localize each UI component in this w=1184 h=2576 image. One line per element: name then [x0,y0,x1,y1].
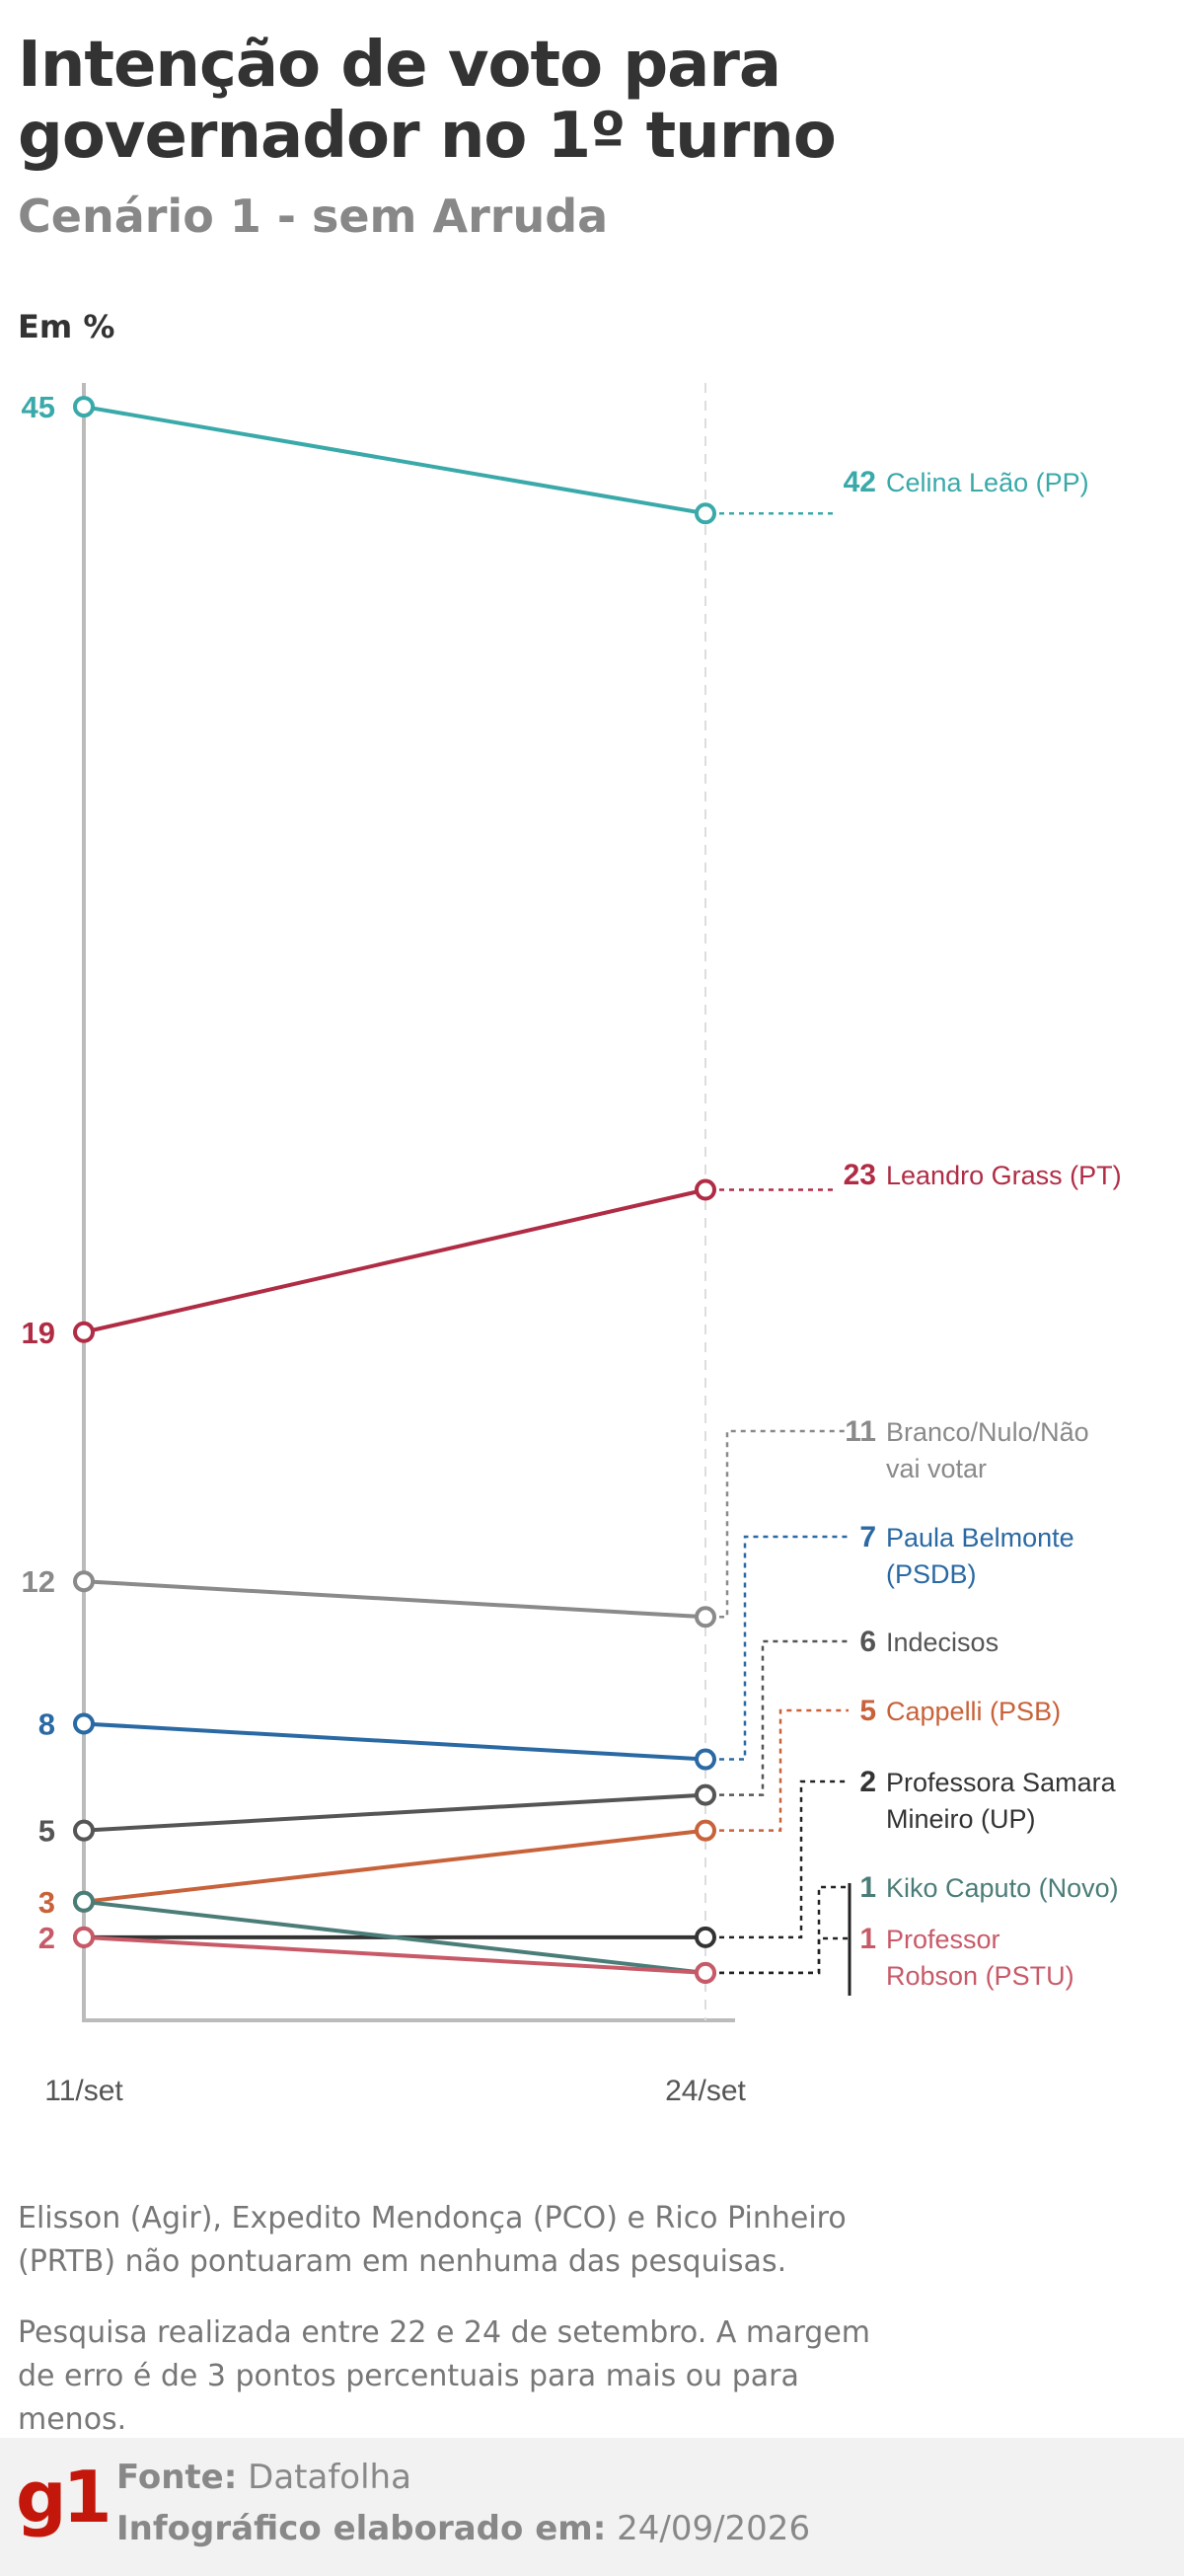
point-branco-nulo-nao-vai-votar-1 [695,1606,716,1629]
connector-indecisos [719,1639,849,1796]
point-professor-robson-pstu-1 [695,1961,716,1984]
end-value-professor-robson-pstu: 1 [859,1923,876,1955]
series-line-kiko-caputo-novo [83,1899,706,1975]
x-tick-label: 11/set [44,2075,123,2107]
start-value-celina-leao-pp: 45 [22,390,55,424]
footer: g1 Fonte: Datafolha Infográfico elaborad… [0,2438,1184,2576]
series-label-professor-robson-pstu: Robson (PSTU) [886,1961,1074,1991]
end-value-celina-leao-pp: 42 [844,466,876,498]
end-value-cappelli-psb: 5 [859,1695,876,1727]
series-line-paula-belmonte-psdb [83,1721,706,1762]
source-line: Fonte: Datafolha [116,2458,411,2497]
point-branco-nulo-nao-vai-votar-0 [73,1570,95,1593]
point-indecisos-0 [73,1819,95,1842]
point-professor-robson-pstu-0 [73,1926,95,1948]
series-label-professora-samara-mineiro-up: Professora Samara [886,1768,1117,1797]
series-line-cappelli-psb [83,1828,706,1904]
date-value: 24/09/2026 [617,2509,811,2548]
connector-cappelli-psb [719,1708,849,1832]
source-value: Datafolha [248,2458,411,2497]
page-subtitle: Cenário 1 - sem Arruda [18,189,609,243]
page-title: Intenção de voto para governador no 1º t… [18,29,837,173]
point-leandro-grass-pt-1 [695,1178,716,1201]
end-value-leandro-grass-pt: 23 [844,1159,876,1191]
date-line: Infográfico elaborado em: 24/09/2026 [116,2509,810,2548]
note-not-scored: Elisson (Agir), Expedito Mendonça (PCO) … [18,2201,847,2279]
g1-logo: g1 [16,2456,112,2538]
end-value-professora-samara-mineiro-up: 2 [859,1766,876,1798]
series-label-professor-robson-pstu: Professor [886,1925,1000,1954]
series-label-branco-nulo-nao-vai-votar: Branco/Nulo/Não [886,1417,1089,1447]
connector-branco-nulo-nao-vai-votar [719,1429,849,1619]
point-leandro-grass-pt-0 [73,1321,95,1343]
end-value-paula-belmonte-psdb: 7 [859,1521,876,1553]
x-tick-label: 24/set [665,2075,746,2107]
start-value-leandro-grass-pt: 19 [22,1316,55,1350]
start-value-professor-robson-pstu: 2 [38,1921,55,1955]
unit-label: Em % [18,308,115,345]
series-label-professora-samara-mineiro-up: Mineiro (UP) [886,1804,1036,1834]
start-value-branco-nulo-nao-vai-votar: 12 [22,1564,55,1599]
series-label-cappelli-psb: Cappelli (PSB) [886,1697,1061,1726]
series-label-paula-belmonte-psdb: Paula Belmonte [886,1523,1074,1553]
series-line-leandro-grass-pt [83,1187,706,1334]
point-paula-belmonte-psdb-0 [73,1712,95,1735]
point-paula-belmonte-psdb-1 [695,1748,716,1771]
series-label-celina-leao-pp: Celina Leão (PP) [886,468,1089,497]
series-line-celina-leao-pp [83,405,706,516]
start-value-cappelli-psb: 3 [38,1885,55,1920]
point-cappelli-psb-1 [695,1819,716,1842]
start-value-paula-belmonte-psdb: 8 [38,1706,55,1741]
point-indecisos-1 [695,1783,716,1806]
point-professora-samara-mineiro-up-1 [695,1926,716,1948]
series-label-kiko-caputo-novo: Kiko Caputo (Novo) [886,1873,1119,1903]
point-celina-leao-pp-1 [695,502,716,525]
connector-professora-samara-mineiro-up [719,1780,849,1939]
point-celina-leao-pp-0 [73,396,95,418]
date-label: Infográfico elaborado em: [116,2509,607,2548]
start-value-indecisos: 5 [38,1814,55,1849]
source-label: Fonte: [116,2458,238,2497]
connector-kiko-caputo-novo [719,1885,849,1975]
series-label-leandro-grass-pt: Leandro Grass (PT) [886,1161,1122,1190]
series-line-branco-nulo-nao-vai-votar [83,1579,706,1620]
series-line-professor-robson-pstu [83,1934,706,1975]
end-value-indecisos: 6 [859,1626,876,1658]
point-kiko-caputo-novo-0 [73,1890,95,1913]
series-label-paula-belmonte-psdb: (PSDB) [886,1559,977,1589]
series-label-branco-nulo-nao-vai-votar: vai votar [886,1454,987,1483]
series-label-indecisos: Indecisos [886,1628,999,1657]
end-value-branco-nulo-nao-vai-votar: 11 [845,1415,876,1448]
connector-professor-robson-pstu [719,1936,849,1975]
end-value-kiko-caputo-novo: 1 [859,1871,876,1904]
series-line-indecisos [83,1792,706,1833]
note-methodology: Pesquisa realizada entre 22 e 24 de sete… [18,2315,871,2437]
connector-paula-belmonte-psdb [719,1535,849,1761]
